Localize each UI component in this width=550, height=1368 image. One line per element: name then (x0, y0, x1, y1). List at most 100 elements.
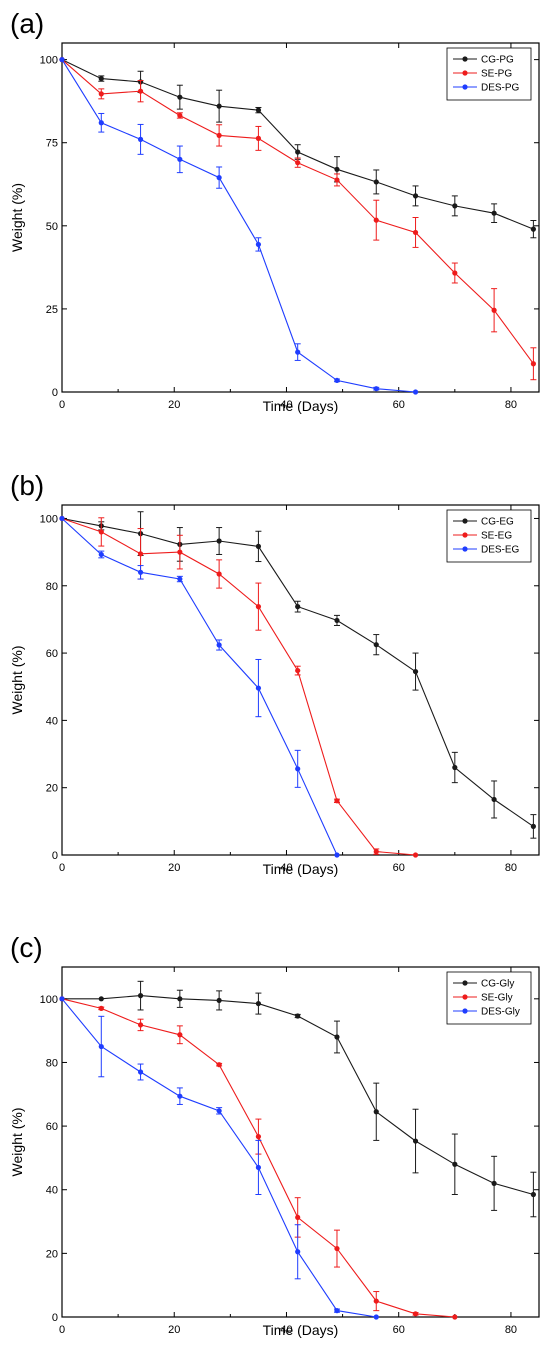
legend: CG-PG SE-PG DES-PG (446, 47, 532, 101)
data-point (216, 1062, 222, 1068)
data-point (59, 996, 65, 1002)
legend-label: SE-EG (481, 531, 512, 542)
data-point (216, 538, 222, 544)
data-point (334, 617, 340, 624)
data-point (137, 551, 144, 557)
data-point (255, 1000, 262, 1007)
y-tick-label: 40 (46, 715, 58, 727)
data-point (491, 796, 497, 803)
data-point (295, 1214, 301, 1221)
legend-marker (462, 532, 468, 538)
legend-label: CG-Gly (481, 979, 514, 990)
data-point (98, 91, 104, 97)
series-cg-gly (59, 980, 537, 1218)
data-point (412, 389, 419, 395)
x-tick-label: 40 (280, 862, 292, 874)
data-point (295, 149, 301, 155)
data-point (491, 1180, 497, 1186)
data-point (255, 135, 262, 141)
x-tick-label: 60 (393, 862, 405, 874)
data-point (59, 515, 65, 522)
data-point (412, 1138, 419, 1144)
data-point (98, 75, 104, 82)
data-point (373, 217, 379, 223)
data-point (373, 1298, 379, 1304)
y-tick-label: 60 (46, 648, 58, 660)
data-point (295, 604, 301, 610)
data-point (216, 103, 222, 109)
data-point (216, 1108, 222, 1114)
series-line (61, 518, 338, 856)
data-point (334, 1245, 340, 1252)
plot-frame (61, 42, 540, 393)
series-se-pg (59, 57, 537, 381)
series-line (61, 517, 416, 856)
plot-frame (61, 504, 540, 856)
series-des-eg (59, 515, 340, 858)
x-tick-label: 80 (505, 399, 517, 411)
data-point (334, 798, 340, 804)
legend: CG-Gly SE-Gly DES-Gly (446, 971, 532, 1025)
data-point (255, 107, 262, 113)
legend-box (446, 509, 532, 563)
legend-marker (462, 1008, 468, 1014)
data-point (530, 823, 536, 829)
x-tick-label: 0 (59, 862, 65, 874)
data-point (412, 229, 419, 236)
legend-marker (462, 70, 468, 76)
y-tick-label: 0 (52, 387, 58, 399)
data-point (255, 241, 262, 248)
data-point (530, 1191, 536, 1198)
x-tick-label: 80 (505, 1324, 517, 1336)
series-line (61, 59, 534, 365)
data-point (137, 136, 144, 142)
data-point (137, 993, 144, 999)
data-point (137, 1022, 144, 1028)
y-axis-title: Weight (%) (9, 646, 25, 715)
legend-marker (462, 56, 468, 62)
data-point (452, 203, 458, 209)
panel-label: (c) (10, 932, 43, 963)
y-tick-label: 20 (46, 1248, 58, 1260)
data-point (216, 642, 222, 648)
legend-label: CG-EG (481, 517, 514, 528)
y-tick-label: 100 (40, 55, 58, 67)
legend-label: DES-EG (481, 545, 520, 556)
data-point (295, 667, 301, 674)
data-point (177, 996, 183, 1002)
x-axis-title: Time (Days) (263, 398, 339, 414)
data-point (177, 1032, 183, 1038)
x-tick-label: 40 (280, 399, 292, 411)
legend-box (446, 47, 532, 101)
y-tick-label: 40 (46, 1185, 58, 1197)
series-se-gly (59, 996, 458, 1320)
legend-label: SE-PG (481, 69, 512, 80)
plot-frame (61, 966, 540, 1318)
data-point (177, 576, 183, 582)
data-point (373, 849, 379, 855)
data-point (373, 1109, 379, 1115)
y-tick-label: 25 (46, 304, 58, 316)
data-point (295, 1249, 301, 1255)
data-point (59, 57, 65, 63)
data-point (137, 88, 144, 94)
y-tick-label: 80 (46, 1057, 58, 1069)
data-point (412, 193, 419, 199)
data-point (530, 361, 536, 367)
y-axis-title: Weight (%) (9, 183, 25, 252)
data-point (373, 1314, 379, 1320)
legend-marker (462, 980, 468, 986)
data-point (334, 377, 340, 383)
data-point (373, 386, 379, 392)
x-axis-title: Time (Days) (263, 1322, 339, 1338)
data-point (452, 1161, 458, 1167)
x-tick-label: 20 (168, 862, 180, 874)
data-point (98, 1043, 104, 1050)
legend-marker (462, 546, 468, 552)
x-tick-label: 0 (59, 399, 65, 411)
data-point (216, 175, 222, 181)
x-tick-label: 60 (393, 399, 405, 411)
data-point (452, 1314, 458, 1320)
legend: CG-EG SE-EG DES-EG (446, 509, 532, 563)
x-tick-label: 0 (59, 1324, 65, 1336)
